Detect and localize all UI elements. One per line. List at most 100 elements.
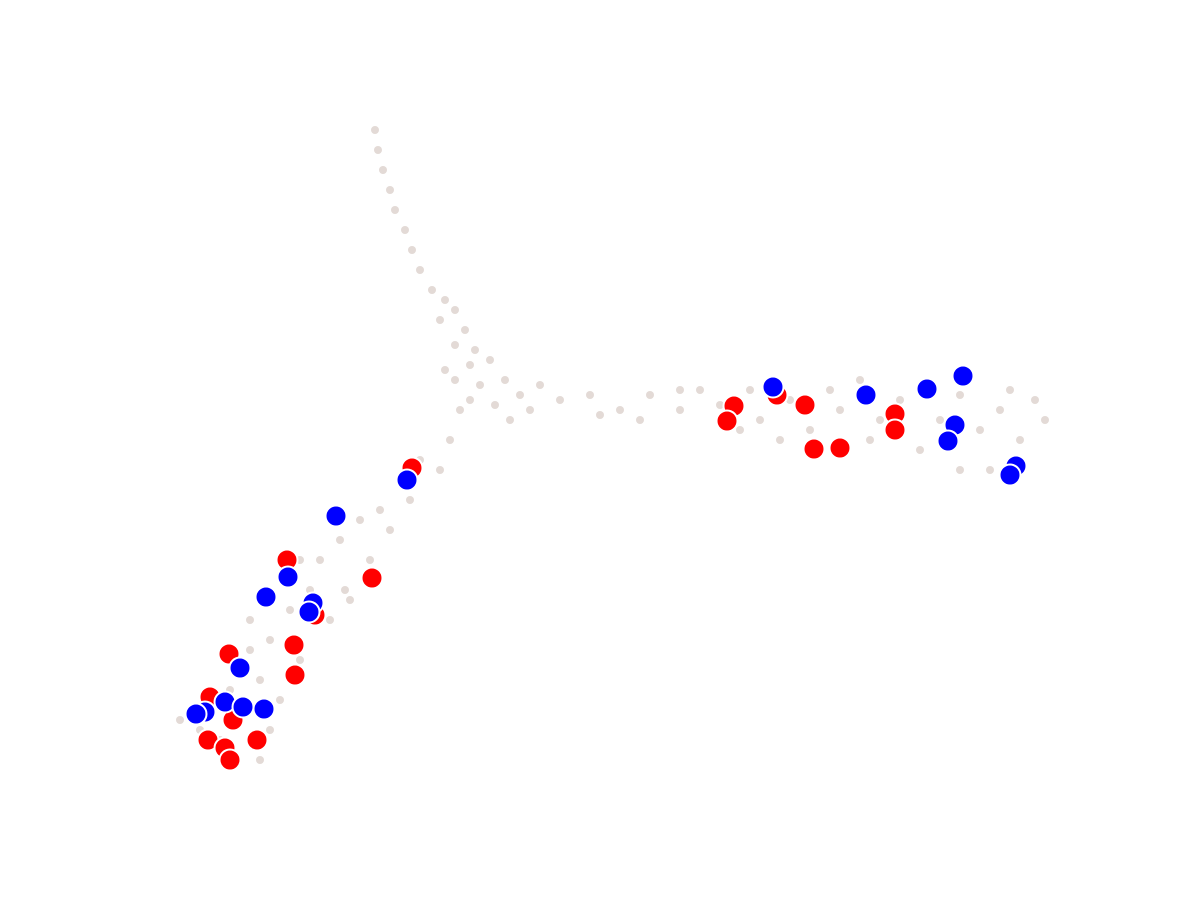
background-point — [876, 416, 884, 424]
background-point — [746, 386, 754, 394]
background-point — [996, 406, 1004, 414]
highlight-point — [282, 633, 306, 657]
background-point — [176, 716, 184, 724]
background-point — [1016, 436, 1024, 444]
highlight-point — [360, 566, 384, 590]
highlight-point — [998, 463, 1022, 487]
background-point — [956, 391, 964, 399]
background-point — [806, 426, 814, 434]
background-point — [586, 391, 594, 399]
background-point — [736, 426, 744, 434]
background-point — [696, 386, 704, 394]
background-point — [356, 516, 364, 524]
background-point — [501, 376, 509, 384]
highlight-point — [951, 364, 975, 388]
background-point — [276, 696, 284, 704]
highlight-point — [228, 656, 252, 680]
background-point — [596, 411, 604, 419]
background-point — [976, 426, 984, 434]
background-point — [441, 366, 449, 374]
background-point — [441, 296, 449, 304]
highlight-point — [245, 728, 269, 752]
background-point — [374, 146, 382, 154]
background-point — [428, 286, 436, 294]
background-point — [836, 406, 844, 414]
background-point — [1041, 416, 1049, 424]
background-point — [401, 226, 409, 234]
background-point — [376, 506, 384, 514]
background-point — [856, 376, 864, 384]
background-point — [346, 596, 354, 604]
background-point — [246, 616, 254, 624]
background-point — [416, 266, 424, 274]
background-point — [371, 126, 379, 134]
background-point — [466, 396, 474, 404]
background-point — [451, 376, 459, 384]
background-point — [256, 756, 264, 764]
background-point — [486, 356, 494, 364]
background-point — [676, 386, 684, 394]
background-point — [516, 391, 524, 399]
background-point — [266, 726, 274, 734]
background-point — [391, 206, 399, 214]
background-point — [916, 446, 924, 454]
highlight-point — [252, 697, 276, 721]
background-point — [451, 341, 459, 349]
background-point — [466, 361, 474, 369]
highlight-point — [802, 437, 826, 461]
background-point — [379, 166, 387, 174]
background-point — [296, 656, 304, 664]
highlight-point — [184, 702, 208, 726]
highlight-point — [883, 418, 907, 442]
background-point — [616, 406, 624, 414]
background-point — [491, 401, 499, 409]
background-point — [716, 401, 724, 409]
background-point — [436, 466, 444, 474]
background-point — [526, 406, 534, 414]
background-point — [341, 586, 349, 594]
background-point — [256, 676, 264, 684]
highlight-point — [283, 663, 307, 687]
background-point — [636, 416, 644, 424]
background-point — [451, 306, 459, 314]
background-point — [1006, 386, 1014, 394]
background-point — [536, 381, 544, 389]
background-point — [1031, 396, 1039, 404]
highlight-point — [761, 375, 785, 399]
background-point — [776, 436, 784, 444]
background-point — [956, 466, 964, 474]
background-point — [386, 526, 394, 534]
highlight-point — [828, 436, 852, 460]
background-point — [461, 326, 469, 334]
background-point — [246, 646, 254, 654]
background-point — [408, 246, 416, 254]
highlight-point — [715, 409, 739, 433]
background-point — [336, 536, 344, 544]
background-point — [456, 406, 464, 414]
background-point — [866, 436, 874, 444]
highlight-point — [854, 383, 878, 407]
background-point — [406, 496, 414, 504]
background-point — [266, 636, 274, 644]
background-point — [436, 316, 444, 324]
background-point — [646, 391, 654, 399]
background-point — [506, 416, 514, 424]
highlight-point — [324, 504, 348, 528]
background-point — [986, 466, 994, 474]
highlight-point — [936, 429, 960, 453]
background-point — [826, 386, 834, 394]
background-point — [556, 396, 564, 404]
highlight-point — [395, 468, 419, 492]
background-point — [471, 346, 479, 354]
background-point — [936, 416, 944, 424]
highlight-point — [276, 565, 300, 589]
background-point — [366, 556, 374, 564]
highlight-point — [231, 695, 255, 719]
background-point — [286, 606, 294, 614]
background-point — [756, 416, 764, 424]
highlight-point — [218, 748, 242, 772]
background-point — [326, 616, 334, 624]
background-point — [316, 556, 324, 564]
background-point — [896, 396, 904, 404]
